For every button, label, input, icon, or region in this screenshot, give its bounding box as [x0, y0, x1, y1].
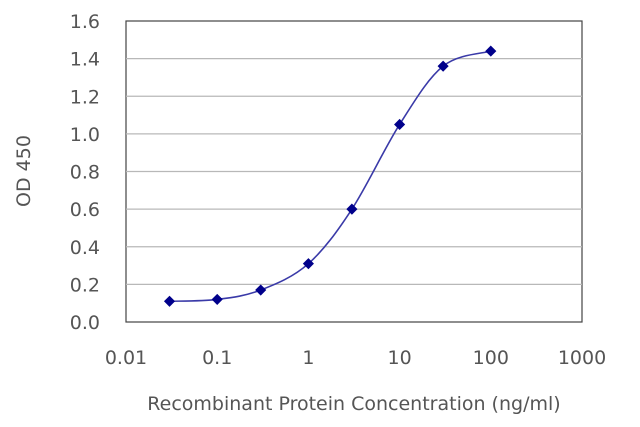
- x-axis-title: Recombinant Protein Concentration (ng/ml…: [147, 393, 560, 415]
- data-point: [302, 258, 314, 270]
- y-tick-label: 1.6: [70, 11, 100, 33]
- data-point: [255, 284, 267, 296]
- data-point: [485, 45, 497, 57]
- y-tick-label: 0.2: [70, 274, 100, 296]
- y-tick-label: 1.2: [70, 86, 100, 108]
- y-tick-label: 0.6: [70, 199, 100, 221]
- y-axis-ticks: 0.0 0.2 0.4 0.6 0.8 1.0 1.2 1.4 1.6: [70, 11, 100, 334]
- y-tick-label: 0.8: [70, 162, 100, 184]
- y-tick-label: 0.0: [70, 312, 100, 334]
- x-axis-ticks: 0.01 0.1 1 10 100 1000: [105, 347, 606, 369]
- series-line: [169, 50, 492, 303]
- x-tick-label: 10: [388, 347, 412, 369]
- data-point: [346, 203, 358, 215]
- data-point: [211, 293, 223, 305]
- y-tick-label: 0.4: [70, 237, 100, 259]
- data-point: [163, 295, 176, 307]
- data-point: [437, 60, 449, 72]
- x-tick-label: 0.01: [105, 347, 147, 369]
- gridlines: [126, 58, 582, 285]
- y-tick-label: 1.0: [70, 124, 100, 146]
- x-tick-label: 100: [473, 347, 509, 369]
- y-tick-label: 1.4: [70, 49, 100, 71]
- x-tick-label: 1000: [558, 347, 606, 369]
- x-tick-label: 1: [302, 347, 314, 369]
- x-tick-label: 0.1: [202, 347, 232, 369]
- data-series: [163, 45, 497, 307]
- y-axis-title: OD 450: [13, 135, 35, 207]
- data-point: [394, 118, 406, 131]
